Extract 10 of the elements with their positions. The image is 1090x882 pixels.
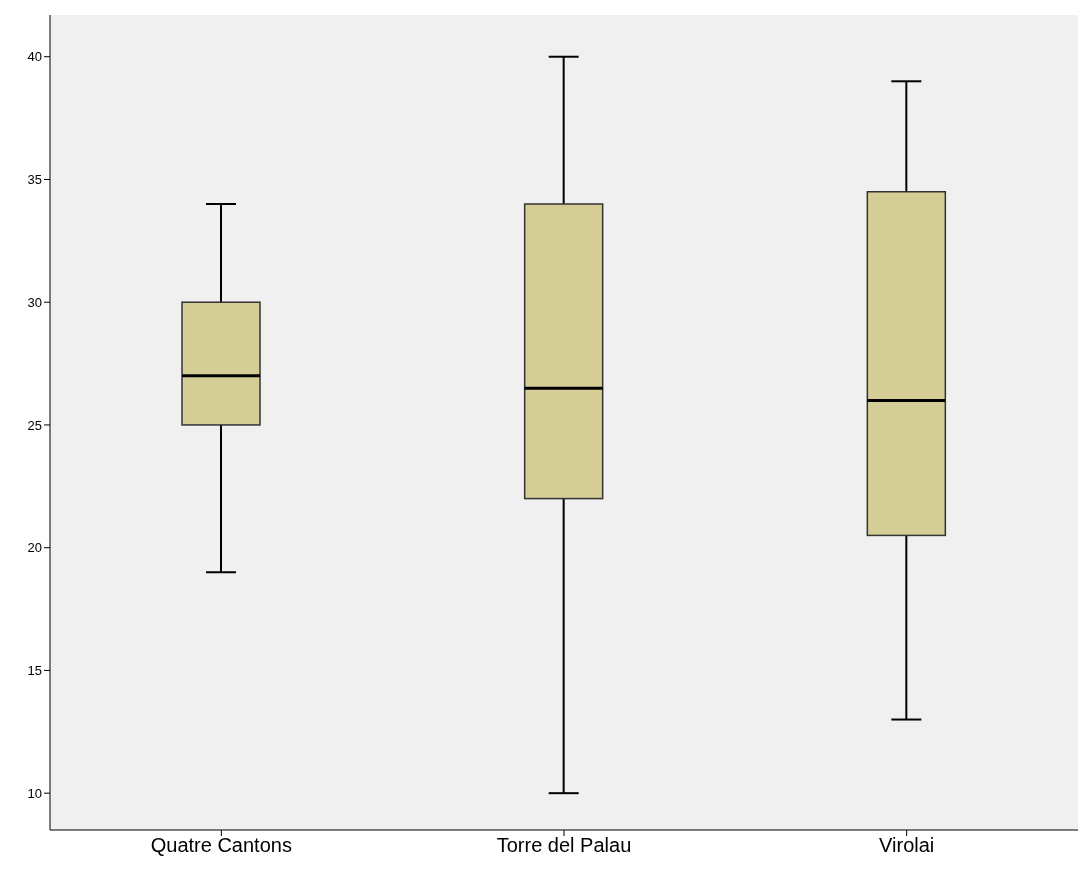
y-tick-label: 30 (27, 294, 42, 310)
x-tick-label: Quatre Cantons (150, 834, 292, 857)
y-tick-label: 25 (27, 417, 42, 433)
y-tick-label: 40 (27, 49, 42, 65)
y-tick-label: 20 (27, 540, 42, 556)
y-tick-label: 15 (27, 663, 42, 679)
x-tick-label: Virolai (879, 834, 935, 857)
y-tick-label: 35 (27, 172, 42, 188)
y-tick-label: 10 (27, 785, 42, 801)
x-tick-label: Torre del Palau (496, 834, 632, 857)
